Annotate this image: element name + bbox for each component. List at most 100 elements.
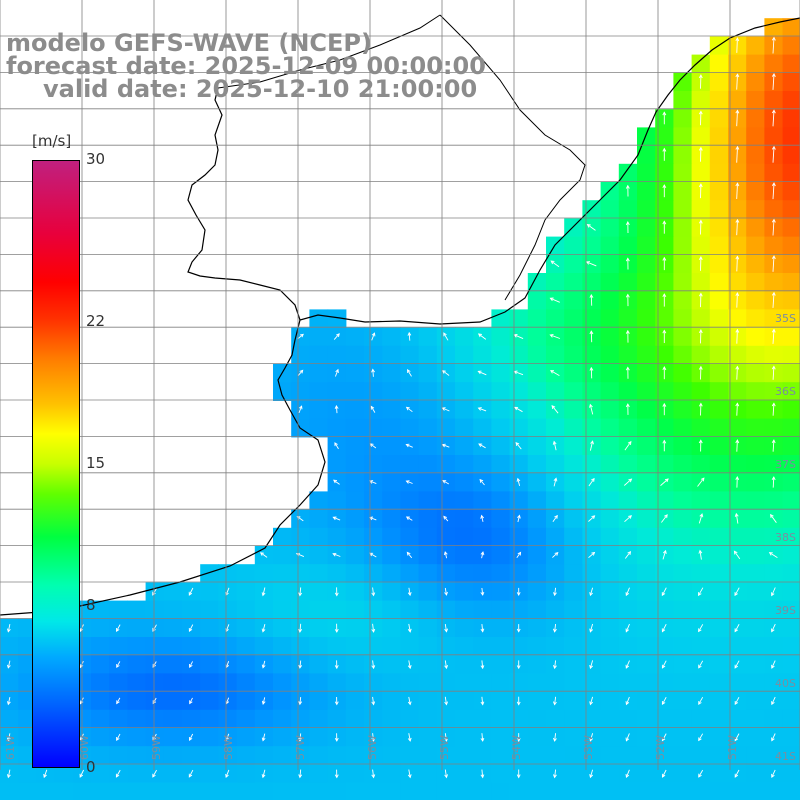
wind-arrow	[477, 407, 487, 412]
wind-arrow	[698, 219, 703, 235]
wind-cell	[637, 382, 656, 401]
wind-cell	[673, 163, 693, 183]
wind-cell	[400, 637, 420, 656]
wind-arrow	[588, 551, 596, 559]
wind-cell	[291, 600, 310, 620]
wind-cell	[273, 728, 292, 747]
wind-cell	[582, 418, 602, 438]
wind-cell	[709, 254, 729, 274]
wind-cell	[600, 709, 620, 729]
wind-cell	[400, 564, 420, 583]
wind-cell	[382, 600, 401, 620]
wind-cell	[600, 218, 620, 238]
wind-cell	[746, 746, 765, 765]
wind-arrow	[734, 660, 740, 669]
wind-cell	[764, 163, 784, 183]
wind-arrow	[698, 624, 704, 633]
wind-cell	[382, 691, 401, 711]
wind-arrow	[261, 587, 266, 597]
wind-arrow	[661, 769, 667, 778]
wind-cell	[637, 127, 656, 147]
colorbar-tick-label: 0	[86, 758, 96, 776]
wind-arrow	[407, 660, 412, 670]
wind-arrow	[771, 145, 776, 163]
wind-cell	[127, 691, 147, 711]
wind-cell	[564, 273, 583, 292]
longitude-label: 58W	[222, 735, 235, 760]
wind-cell	[564, 491, 583, 511]
wind-cell	[564, 218, 583, 238]
wind-cell	[600, 345, 620, 365]
wind-cell	[527, 345, 547, 365]
wind-arrow	[516, 660, 521, 670]
wind-cell	[382, 618, 401, 638]
wind-cell	[600, 291, 620, 310]
wind-cell	[491, 509, 511, 529]
wind-cell	[54, 764, 74, 784]
wind-cell	[491, 764, 511, 784]
wind-cell	[145, 600, 165, 620]
wind-cell	[491, 491, 511, 511]
wind-cell	[455, 709, 474, 729]
wind-cell	[0, 782, 19, 800]
wind-cell	[564, 691, 583, 711]
wind-arrow	[79, 769, 85, 778]
wind-cell	[600, 764, 620, 784]
wind-cell	[673, 382, 693, 401]
wind-cell	[509, 309, 529, 329]
wind-cell	[709, 182, 729, 201]
wind-arrow	[662, 256, 667, 271]
wind-cell	[691, 236, 711, 256]
wind-cell	[418, 728, 438, 747]
wind-cell	[746, 618, 765, 638]
wind-cell	[746, 163, 765, 183]
wind-cell	[236, 709, 256, 729]
wind-cell	[728, 382, 747, 401]
wind-arrow	[735, 182, 740, 200]
wind-cell	[782, 236, 800, 256]
wind-cell	[618, 418, 638, 438]
wind-arrow	[552, 440, 557, 451]
colorbar-tick-label: 30	[86, 150, 106, 168]
wind-cell	[582, 673, 602, 693]
wind-arrow	[734, 696, 740, 706]
wind-cell	[418, 564, 438, 583]
wind-cell	[182, 746, 201, 765]
wind-cell	[473, 418, 492, 438]
wind-cell	[527, 455, 547, 474]
wind-cell	[200, 709, 219, 729]
wind-arrow	[334, 733, 339, 742]
wind-arrow	[298, 769, 303, 779]
wind-cell	[327, 309, 347, 329]
wind-cell	[382, 491, 401, 511]
wind-arrow	[589, 696, 594, 706]
wind-cell	[564, 728, 583, 747]
wind-cell	[691, 163, 711, 183]
wind-cell	[746, 546, 765, 565]
wind-cell	[637, 618, 656, 638]
wind-arrow	[261, 623, 266, 633]
wind-cell	[345, 436, 365, 456]
wind-cell	[746, 345, 765, 365]
wind-cell	[200, 746, 219, 765]
wind-cell	[564, 782, 583, 800]
wind-cell	[436, 382, 456, 401]
wind-arrow	[298, 697, 303, 706]
wind-cell	[673, 145, 693, 165]
wind-arrow	[6, 660, 11, 669]
wind-arrow	[480, 696, 485, 706]
wind-cell	[673, 345, 693, 365]
wind-cell	[746, 491, 765, 511]
wind-cell	[746, 145, 765, 165]
wind-cell	[218, 782, 238, 800]
wind-cell	[436, 673, 456, 693]
wind-cell	[382, 527, 401, 547]
wind-cell	[564, 291, 583, 310]
wind-cell	[473, 455, 492, 474]
wind-arrow	[552, 696, 557, 706]
wind-cell	[382, 327, 401, 347]
wind-arrow	[698, 110, 703, 126]
wind-cell	[436, 564, 456, 583]
wind-cell	[273, 673, 292, 693]
wind-cell	[600, 673, 620, 693]
